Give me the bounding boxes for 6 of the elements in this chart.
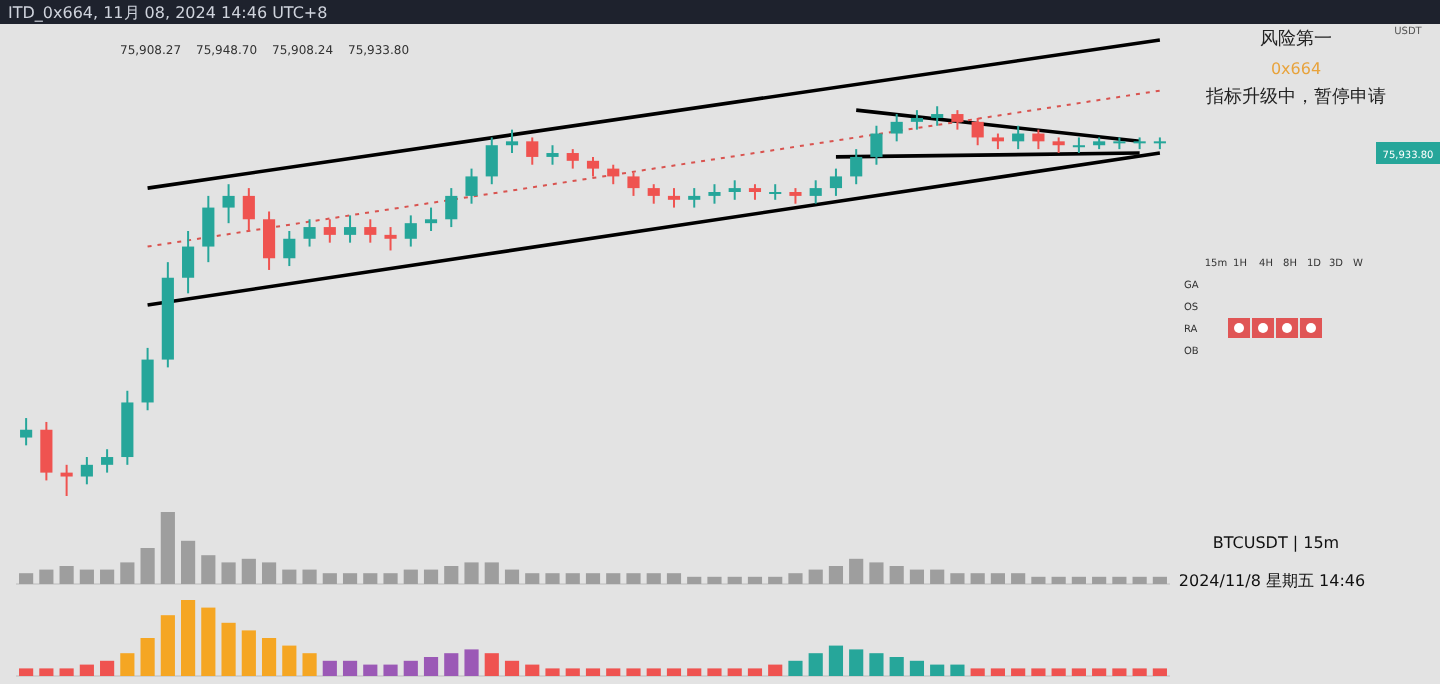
annotation: ITD_0x664, 11月 08, 2024 14:46 UTC+8 bbox=[8, 4, 328, 22]
annotation: BTCUSDT | 15m bbox=[1212, 534, 1340, 552]
annotation: 2024/11/8 星期五 14:46 bbox=[1178, 572, 1366, 590]
annotation: 风险第一 bbox=[1260, 30, 1332, 50]
annotation: 0x664 bbox=[1270, 60, 1322, 78]
annotation: 指标升级中，暂停申请 bbox=[1206, 88, 1386, 108]
